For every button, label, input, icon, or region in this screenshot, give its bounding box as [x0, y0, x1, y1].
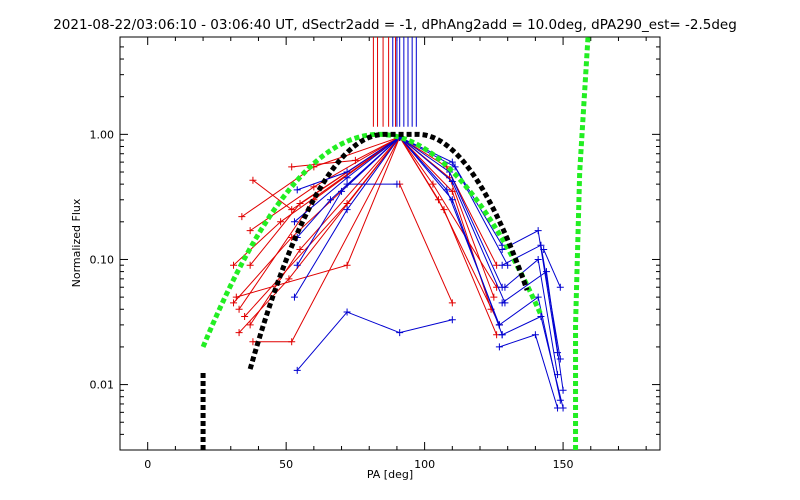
blue-data-point — [293, 261, 301, 269]
blue-data-point — [326, 196, 334, 204]
red-data-point — [448, 187, 456, 195]
blue-data-point — [338, 187, 346, 195]
blue-data-point — [534, 227, 542, 235]
blue-data-point — [554, 404, 562, 412]
plot-frame — [119, 36, 661, 451]
red-series-line — [252, 136, 400, 211]
blue-data-point — [293, 186, 301, 194]
y-axis-label: Normalized Flux — [70, 198, 83, 287]
blue-data-point — [448, 158, 456, 166]
blue-data-point — [498, 261, 506, 269]
blue-data-point — [448, 316, 456, 324]
red-series-line — [399, 136, 498, 266]
blue-data-point — [495, 321, 503, 329]
blue-data-point — [451, 163, 459, 171]
blue-data-point — [498, 331, 506, 339]
x-tick-label: 100 — [414, 458, 435, 471]
blue-data-point — [290, 293, 298, 301]
green-model-curve — [200, 131, 544, 348]
blue-data-point — [498, 299, 506, 307]
red-data-point — [230, 261, 238, 269]
blue-data-point — [290, 218, 298, 226]
black-model-curve — [247, 131, 530, 370]
plot-area — [200, 36, 591, 450]
red-data-point — [296, 246, 304, 254]
blue-data-point — [556, 283, 564, 291]
blue-data-point — [537, 313, 545, 321]
blue-data-point — [293, 366, 301, 374]
red-series-line — [238, 136, 401, 334]
x-tick-label: 0 — [144, 458, 151, 471]
red-data-point — [235, 329, 243, 337]
blue-data-point — [343, 180, 351, 188]
red-data-point — [288, 206, 296, 214]
blue-data-point — [501, 283, 509, 291]
y-tick-label: 0.01 — [90, 379, 115, 392]
chart-title: 2021-08-22/03:06:10 - 03:06:40 UT, dSect… — [53, 17, 737, 33]
blue-data-point — [448, 177, 456, 185]
red-series-line — [399, 183, 453, 304]
blue-data-point — [534, 255, 542, 263]
y-tick-label: 0.10 — [90, 253, 115, 266]
blue-data-point — [531, 331, 539, 339]
blue-data-point — [537, 241, 545, 249]
red-data-point — [288, 338, 296, 346]
y-tick-labels: 0.01 0.10 1.00 — [90, 128, 115, 391]
blue-data-point — [448, 196, 456, 204]
y-tick-label: 1.00 — [90, 128, 115, 141]
blue-series-line — [543, 249, 561, 288]
red-data-point — [440, 206, 448, 214]
red-data-point — [310, 183, 318, 191]
blue-series-line — [296, 311, 453, 371]
red-data-point — [285, 275, 293, 283]
red-data-point — [277, 218, 285, 226]
red-data-point — [296, 200, 304, 208]
blue-data-point — [556, 355, 564, 363]
red-data-point — [288, 163, 296, 171]
red-data-point — [235, 305, 243, 313]
red-data-point — [238, 213, 246, 221]
red-data-point — [429, 180, 437, 188]
blue-data-point — [495, 343, 503, 351]
blue-data-point — [534, 293, 542, 301]
blue-data-point — [540, 246, 548, 254]
blue-data-point — [343, 174, 351, 182]
red-data-point — [241, 313, 249, 321]
red-data-point — [490, 293, 498, 301]
red-data-point — [448, 299, 456, 307]
blue-data-point — [542, 268, 550, 276]
red-data-point — [246, 261, 254, 269]
red-data-point — [343, 261, 351, 269]
blue-data-point — [498, 246, 506, 254]
blue-data-point — [343, 308, 351, 316]
red-data-point — [246, 227, 254, 235]
green-model-curve — [573, 36, 591, 450]
blue-series-line — [504, 258, 559, 375]
x-tick-labels: 0 50 100 150 — [144, 458, 573, 471]
x-axis-label: PA [deg] — [367, 468, 413, 481]
red-data-point — [246, 321, 254, 329]
blue-data-point — [559, 386, 567, 394]
red-data-point — [230, 299, 238, 307]
red-data-point — [249, 338, 257, 346]
x-tick-label: 150 — [553, 458, 574, 471]
red-data-point — [343, 200, 351, 208]
blue-data-point — [343, 206, 351, 214]
blue-data-point — [393, 180, 401, 188]
blue-data-point — [396, 329, 404, 337]
axis-ticks — [120, 36, 660, 451]
x-tick-label: 50 — [279, 458, 293, 471]
red-data-point — [249, 176, 257, 184]
